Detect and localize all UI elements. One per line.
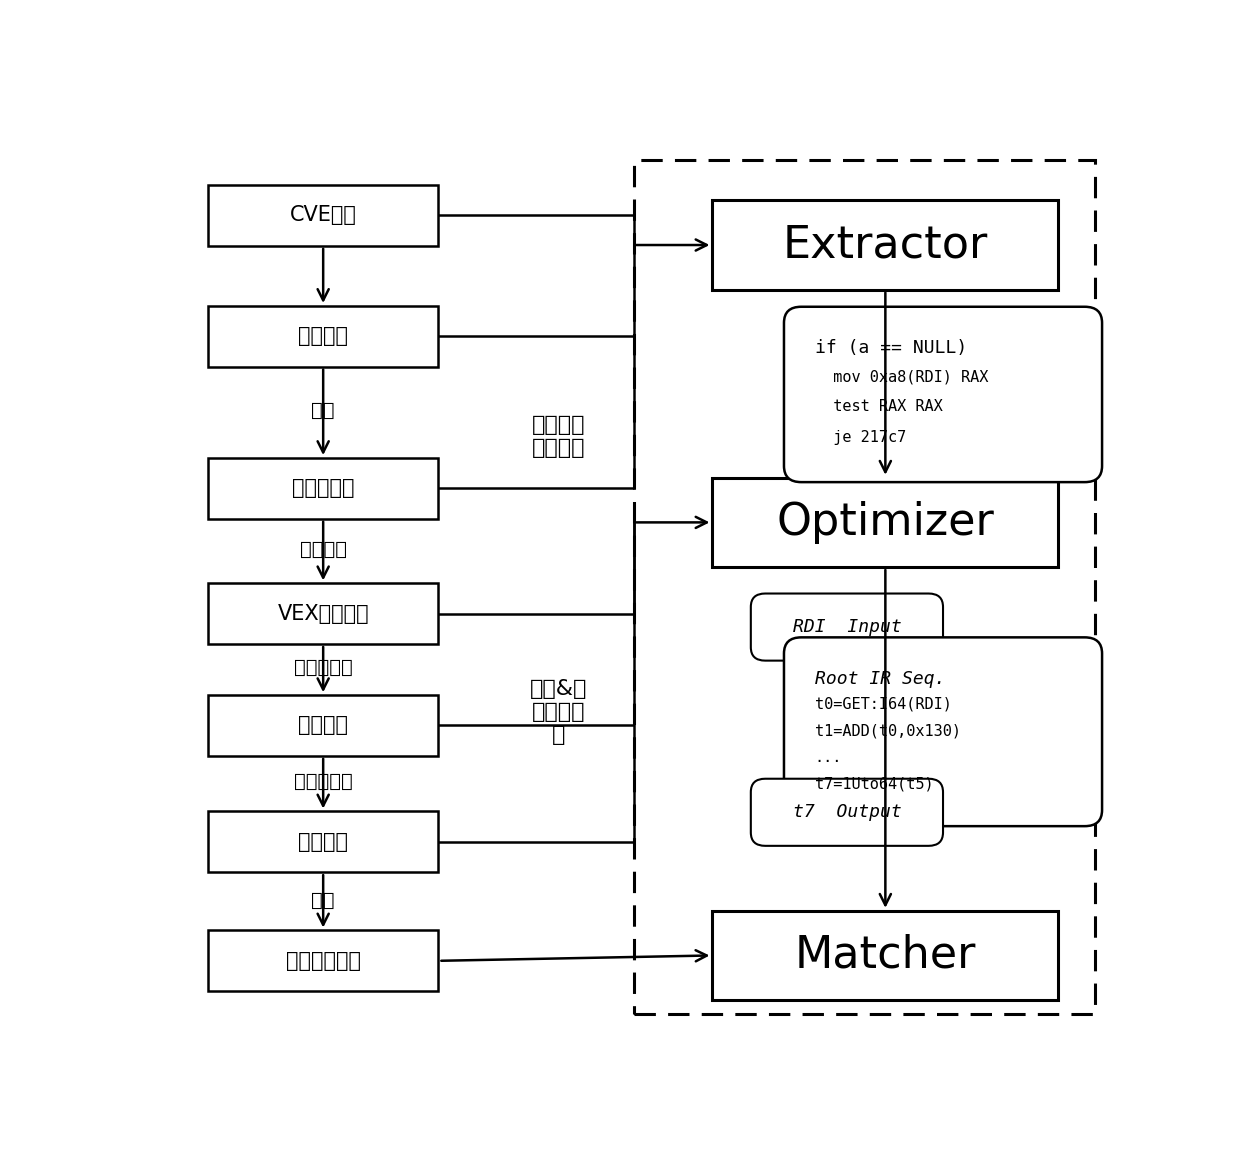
- Text: VEX中间代码: VEX中间代码: [278, 603, 370, 624]
- Text: 软件二进制: 软件二进制: [291, 479, 355, 498]
- Text: CVE补丁: CVE补丁: [290, 206, 357, 225]
- Text: 数据流提取: 数据流提取: [294, 773, 352, 791]
- Text: Optimizer: Optimizer: [776, 501, 994, 544]
- FancyBboxPatch shape: [208, 583, 439, 644]
- Text: 待检测二进制: 待检测二进制: [285, 951, 361, 970]
- Text: 代码提升: 代码提升: [300, 539, 347, 559]
- FancyBboxPatch shape: [751, 779, 944, 846]
- FancyBboxPatch shape: [208, 306, 439, 367]
- Text: Root IR Seq.: Root IR Seq.: [815, 669, 945, 688]
- Text: Matcher: Matcher: [795, 934, 976, 977]
- FancyBboxPatch shape: [713, 478, 1059, 567]
- Text: 编译: 编译: [311, 401, 335, 419]
- Text: 数据流图: 数据流图: [298, 832, 348, 852]
- FancyBboxPatch shape: [713, 200, 1059, 289]
- FancyBboxPatch shape: [208, 185, 439, 246]
- Text: Extractor: Extractor: [782, 223, 988, 266]
- FancyBboxPatch shape: [784, 638, 1102, 826]
- Text: RDI  Input: RDI Input: [792, 618, 901, 636]
- FancyBboxPatch shape: [751, 594, 944, 661]
- FancyBboxPatch shape: [208, 695, 439, 756]
- FancyBboxPatch shape: [713, 911, 1059, 1000]
- Text: 控制流提取: 控制流提取: [294, 658, 352, 676]
- Text: t7  Output: t7 Output: [792, 803, 901, 822]
- Text: 匹配: 匹配: [311, 890, 335, 910]
- Text: test RAX RAX: test RAX RAX: [815, 400, 942, 415]
- Text: 二进制源
码映射表: 二进制源 码映射表: [532, 415, 585, 458]
- Text: t0=GET:I64(RDI): t0=GET:I64(RDI): [815, 696, 951, 711]
- Text: 控制流图: 控制流图: [298, 716, 348, 736]
- FancyBboxPatch shape: [208, 458, 439, 518]
- Text: 优化&规
范化数据
流: 优化&规 范化数据 流: [529, 679, 588, 745]
- FancyBboxPatch shape: [784, 307, 1102, 482]
- Text: ...: ...: [815, 751, 842, 765]
- FancyBboxPatch shape: [208, 811, 439, 873]
- Text: t1=ADD(t0,0x130): t1=ADD(t0,0x130): [815, 723, 961, 738]
- FancyBboxPatch shape: [208, 931, 439, 991]
- Text: t7=1Uto64(t5): t7=1Uto64(t5): [815, 777, 934, 792]
- Text: 软件源码: 软件源码: [298, 327, 348, 346]
- Text: je 217c7: je 217c7: [815, 430, 906, 445]
- Text: mov 0xa8(RDI) RAX: mov 0xa8(RDI) RAX: [815, 370, 988, 385]
- Text: if (a == NULL): if (a == NULL): [815, 339, 967, 357]
